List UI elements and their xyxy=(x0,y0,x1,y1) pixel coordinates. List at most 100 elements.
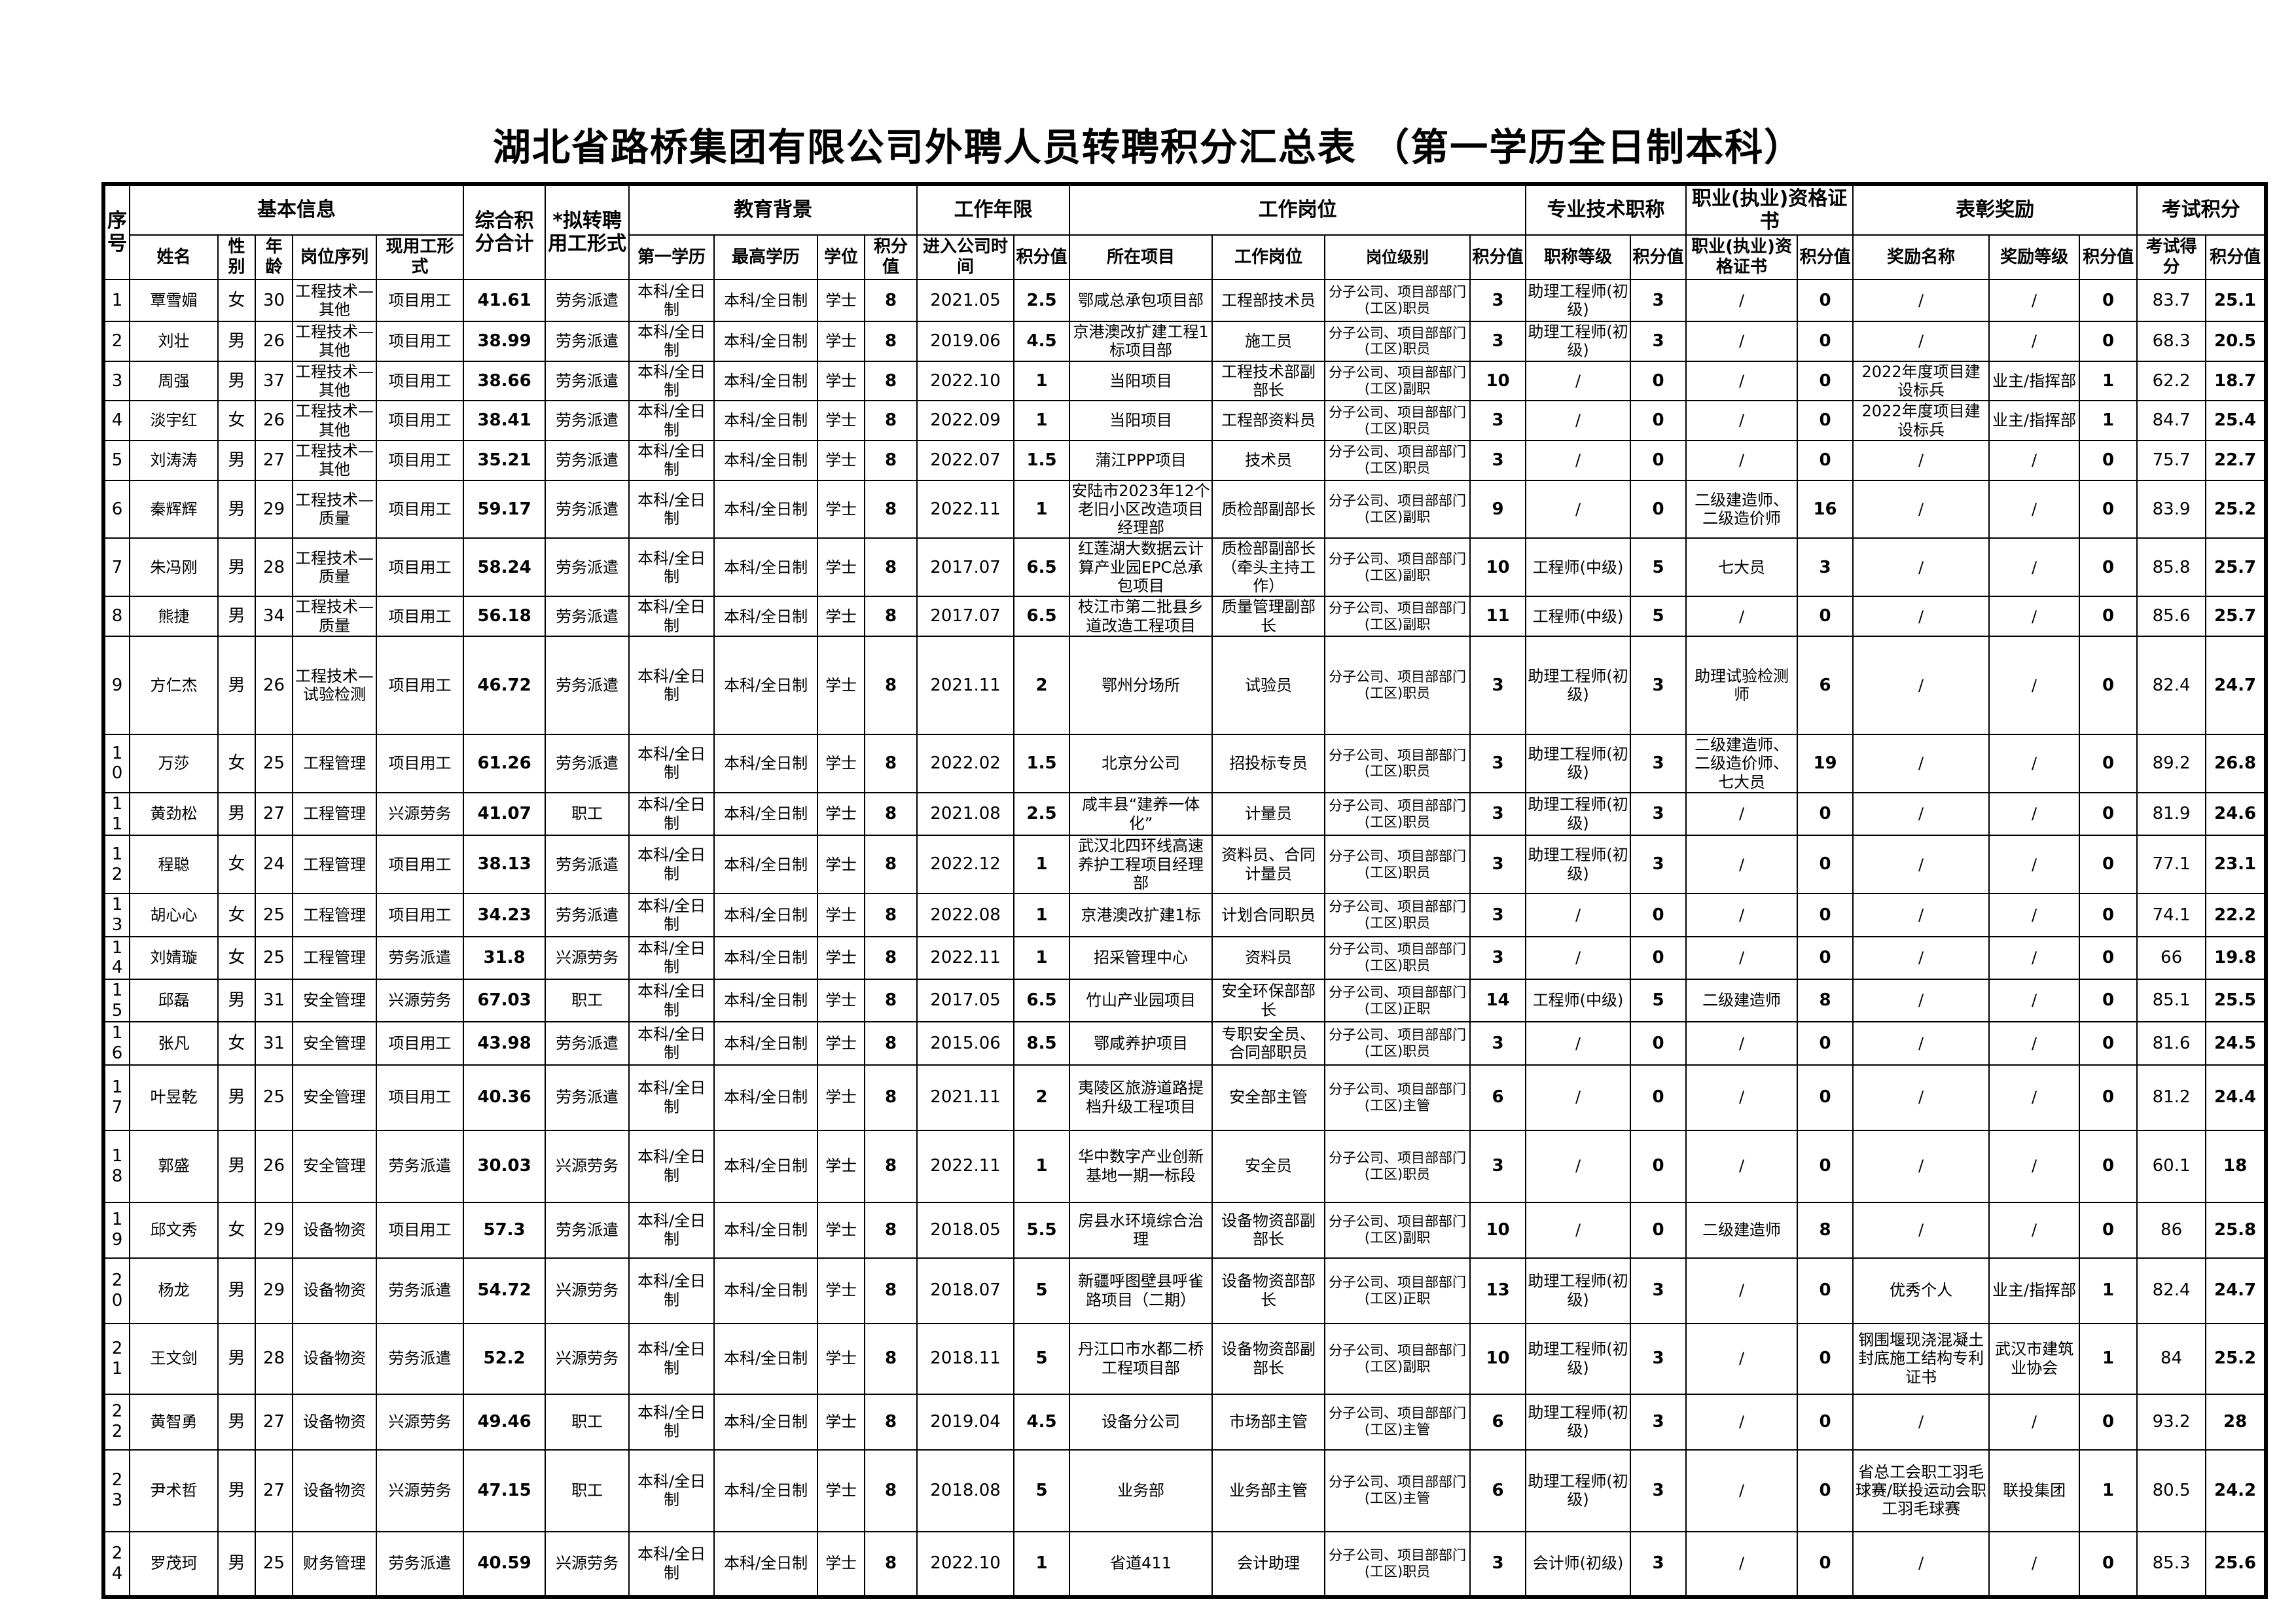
column-header: 考试得分 xyxy=(2136,234,2207,280)
cell: 86 xyxy=(2136,1201,2207,1259)
cell: 25.8 xyxy=(2205,1201,2267,1259)
cell: 41.07 xyxy=(463,791,547,837)
cell: 56.18 xyxy=(463,596,547,637)
cell: 1.5 xyxy=(1013,734,1071,793)
cell: 助理工程师(初级) xyxy=(1525,321,1632,362)
cell: 68.3 xyxy=(2136,321,2207,362)
cell: 67.03 xyxy=(463,978,547,1023)
cell: 学士 xyxy=(817,1257,866,1324)
cell: 会计助理 xyxy=(1211,1530,1326,1598)
cell: 项目用工 xyxy=(375,636,465,735)
cell: 9 xyxy=(1469,479,1527,539)
cell: 安全环保部部长 xyxy=(1211,978,1326,1023)
cell: 2019.06 xyxy=(916,321,1015,362)
column-group-header: 表彰奖励 xyxy=(1852,183,2138,236)
column-header: 岗位级别 xyxy=(1324,234,1471,280)
cell: 26.8 xyxy=(2205,734,2267,793)
cell: 2018.05 xyxy=(916,1201,1015,1259)
cell: 3 xyxy=(1469,439,1527,481)
cell: 北京分公司 xyxy=(1069,734,1213,793)
cell: 工程技术—质量 xyxy=(292,479,377,539)
cell: 分子公司、项目部部门(工区)主管 xyxy=(1324,1449,1471,1532)
cell: 助理工程师(初级) xyxy=(1525,1257,1632,1324)
cell: 红莲湖大数据云计算产业园EPC总承包项目 xyxy=(1069,537,1213,598)
cell: 10 xyxy=(1469,1322,1527,1395)
cell: 本科/全日制 xyxy=(713,1129,819,1203)
cell: 3 xyxy=(1630,791,1687,837)
cell: 劳务派遣 xyxy=(375,1322,465,1395)
cell: / xyxy=(1685,321,1799,362)
cell: 设备物资 xyxy=(292,1322,377,1395)
cell: 兴源劳务 xyxy=(375,1449,465,1532)
cell: 25.2 xyxy=(2205,1322,2267,1395)
cell: 3 xyxy=(1469,321,1527,362)
cell: 男 xyxy=(217,1322,256,1395)
cell: 8 xyxy=(864,978,918,1023)
cell: 1 xyxy=(2079,360,2138,402)
cell: / xyxy=(1988,321,2081,362)
cell: 8.5 xyxy=(1013,1021,1071,1066)
cell: 叶昱乾 xyxy=(129,1064,219,1131)
cell: 朱冯刚 xyxy=(129,537,219,598)
column-header: 姓名 xyxy=(129,234,219,280)
cell: 兴源劳务 xyxy=(375,978,465,1023)
cell: 项目用工 xyxy=(375,537,465,598)
cell: 3 xyxy=(1630,1449,1687,1532)
column-header: 最高学历 xyxy=(713,234,819,280)
cell: 武汉市建筑业协会 xyxy=(1988,1322,2081,1395)
cell: 安全管理 xyxy=(292,1021,377,1066)
cell: 兴源劳务 xyxy=(375,1393,465,1451)
cell: / xyxy=(1685,1449,1799,1532)
cell: / xyxy=(1988,1393,2081,1451)
cell: 本科/全日制 xyxy=(628,734,715,793)
cell: 0 xyxy=(2079,537,2138,598)
cell: 8 xyxy=(864,1257,918,1324)
cell: 1 xyxy=(2079,1449,2138,1532)
cell: 8 xyxy=(864,1064,918,1131)
cell: 46.72 xyxy=(463,636,547,735)
cell: 工程技术部副部长 xyxy=(1211,360,1326,402)
cell: 25.5 xyxy=(2205,978,2267,1023)
cell: 男 xyxy=(217,537,256,598)
cell: 胡心心 xyxy=(129,893,219,937)
cell: 本科/全日制 xyxy=(713,835,819,895)
cell: 分子公司、项目部部门(工区)职员 xyxy=(1324,636,1471,735)
cell: 10 xyxy=(103,734,130,793)
cell: 罗茂珂 xyxy=(129,1530,219,1598)
cell: 分子公司、项目部部门(工区)职员 xyxy=(1324,439,1471,481)
cell: 25 xyxy=(255,1064,293,1131)
table-row: 13 胡心心女 25 工程管理 项目用工 34.23 劳务派遣 本科/全日制 本科/全日制 学士 8… xyxy=(103,893,2267,937)
cell: 本科/全日制 xyxy=(713,1449,819,1532)
cell: 60.1 xyxy=(2136,1129,2207,1203)
cell: 25 xyxy=(255,734,293,793)
cell: 24.5 xyxy=(2205,1021,2267,1066)
cell: 5 xyxy=(1013,1322,1071,1395)
cell: 本科/全日制 xyxy=(628,439,715,481)
cell: / xyxy=(1852,636,1990,735)
cell: 84 xyxy=(2136,1322,2207,1395)
cell: / xyxy=(1685,1530,1799,1598)
cell: 17 xyxy=(103,1064,130,1131)
cell: / xyxy=(1685,400,1799,441)
cell: 25 xyxy=(255,935,293,980)
cell: 2019.04 xyxy=(916,1393,1015,1451)
table-row: 6 秦辉辉男 29 工程技术—质量 项目用工 59.17 劳务派遣 本科/全日制 本科/全日制学… xyxy=(103,479,2267,539)
cell: 0 xyxy=(1797,360,1854,402)
cell: 4 xyxy=(103,400,130,441)
column-group-header: 职业(执业)资格证书 xyxy=(1685,183,1854,236)
cell: 职工 xyxy=(545,1393,630,1451)
cell: 11 xyxy=(1469,596,1527,637)
cell: 15 xyxy=(103,978,130,1023)
cell: 劳务派遣 xyxy=(545,360,630,402)
cell: 0 xyxy=(1797,1530,1854,1598)
column-group-header: 综合积分合计 xyxy=(463,183,547,280)
cell: 41.61 xyxy=(463,279,547,322)
column-group-header: *拟转聘用工形式 xyxy=(545,183,630,280)
cell: 2022.02 xyxy=(916,734,1015,793)
cell: 1 xyxy=(103,279,130,322)
cell: 本科/全日制 xyxy=(713,935,819,980)
cell: 劳务派遣 xyxy=(545,1064,630,1131)
cell: 本科/全日制 xyxy=(713,1393,819,1451)
cell: 劳务派遣 xyxy=(545,400,630,441)
cell: 2022.11 xyxy=(916,935,1015,980)
